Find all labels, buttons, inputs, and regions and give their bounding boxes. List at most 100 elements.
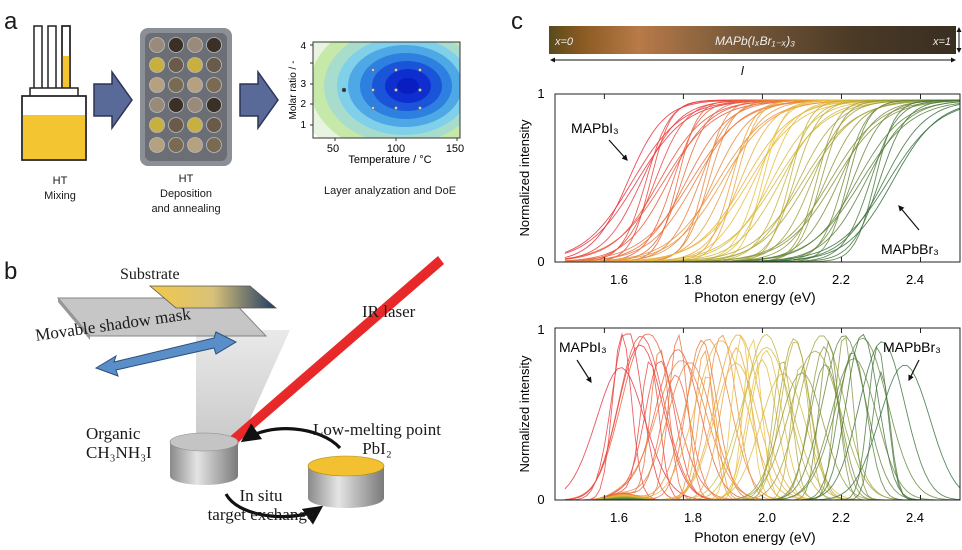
plot2-xtick: 1.8: [684, 510, 702, 525]
step2-line3: and annealing: [151, 203, 221, 215]
contour-xlabel: Temperature / °C: [348, 154, 431, 166]
step3-caption: Layer analyzation and DoE: [323, 185, 457, 197]
gradient-center-label: MAPb(IₓBr₁₋ₓ)₃: [715, 34, 795, 48]
well: [187, 137, 203, 153]
well: [168, 57, 184, 73]
lowmelt-label: Low-melting point PbI₂: [292, 420, 462, 458]
step2-caption: HT Deposition and annealing: [130, 172, 242, 217]
photoluminescence-curve: [564, 376, 960, 500]
plume-cone: [196, 330, 290, 450]
panel-letter-c: c: [511, 8, 523, 35]
photoluminescence-curve: [564, 360, 960, 500]
well: [168, 37, 184, 53]
well: [149, 57, 165, 73]
well: [149, 37, 165, 53]
plot2-xtick: 2.4: [906, 510, 924, 525]
absorption-curve: [564, 99, 960, 262]
well: [187, 97, 203, 113]
exchange-arrow-top: [240, 423, 342, 450]
panel-b-graphics: [56, 256, 444, 525]
contour-ylabel: Molar ratio / -: [288, 61, 299, 120]
photoluminescence-curve: [564, 349, 960, 500]
well-plate-image: [140, 28, 232, 166]
absorption-curve: [564, 99, 960, 260]
organic-line1: Organic: [86, 424, 141, 443]
well: [168, 137, 184, 153]
photoluminescence-curve: [564, 364, 960, 500]
absorption-curve: [564, 99, 960, 262]
contour-ytick: 3: [300, 79, 306, 90]
well: [149, 77, 165, 93]
plot2-frame: [554, 327, 961, 501]
plot2-ytick: 0: [537, 492, 544, 507]
well: [206, 97, 222, 113]
contour-ytick: 2: [300, 99, 306, 110]
contour-plot: 50 100 150 1 2 3 4 Temperature / °C Mola…: [288, 41, 464, 166]
step1-line1: HT: [52, 175, 68, 187]
step2-line1: HT: [178, 173, 194, 185]
plot1-frame: [554, 93, 961, 263]
plot1-xlabel: Photon energy (eV): [694, 289, 815, 305]
well: [187, 37, 203, 53]
well: [206, 117, 222, 133]
photoluminescence-curve: [564, 335, 960, 500]
contour-xtick: 50: [327, 143, 339, 155]
plot1-ytick: 0: [537, 254, 544, 269]
panel-a-graphics: 50 100 150 1 2 3 4 Temperature / °C Mola…: [21, 25, 464, 166]
pbi2-target: [307, 455, 385, 508]
plot1-label-right: MAPbBr₃: [881, 241, 939, 257]
gradient-left-label: x=0: [554, 36, 574, 48]
arrow-right-icon: [93, 69, 133, 131]
plot1-ylabel: Normalized intensity: [517, 119, 532, 237]
plot1-xtick: 2.2: [832, 272, 850, 287]
well: [206, 37, 222, 53]
photoluminescence-curves: [564, 332, 960, 500]
well: [149, 137, 165, 153]
arrow-right-icon: [239, 69, 279, 131]
organic-target: [169, 432, 239, 485]
step2-line2: Deposition: [160, 188, 212, 200]
absorption-curves: [564, 99, 960, 262]
exchange-line2: target exchange: [207, 505, 315, 524]
contour-xtick: 100: [387, 143, 405, 155]
well: [206, 137, 222, 153]
lowmelt-formula: PbI₂: [362, 439, 392, 458]
absorption-curve: [564, 100, 960, 262]
plot2-xtick: 2.0: [758, 510, 776, 525]
substrate-label: Substrate: [120, 266, 180, 283]
well: [149, 117, 165, 133]
contour-ytick: 4: [300, 41, 306, 52]
well: [206, 57, 222, 73]
well: [168, 117, 184, 133]
panel-letter-b: b: [4, 258, 18, 285]
plot2-label-right: MAPbBr₃: [883, 339, 941, 355]
gradient-right-label: x=1: [932, 36, 951, 48]
step1-caption: HT Mixing: [30, 174, 90, 204]
double-arrow-icon: [94, 331, 238, 377]
plot2-xtick: 1.6: [610, 510, 628, 525]
composition-gradient-bar: [549, 26, 956, 54]
plot2-ytick: 1: [537, 322, 544, 337]
well: [187, 77, 203, 93]
photoluminescence-curve: [564, 367, 960, 500]
plot2-xtick: 2.2: [832, 510, 850, 525]
plot2-xlabel: Photon energy (eV): [694, 529, 815, 545]
well: [187, 57, 203, 73]
well: [149, 97, 165, 113]
plot2-ylabel: Normalized intensity: [517, 355, 532, 473]
exchange-arrow-bottom: [224, 493, 324, 525]
panel-letter-a: a: [4, 8, 18, 35]
photoluminescence-curve: [564, 349, 960, 500]
well: [168, 97, 184, 113]
laser-beam: [226, 256, 444, 446]
well: [187, 117, 203, 133]
plot1-xtick: 2.4: [906, 272, 924, 287]
photoluminescence-curve: [564, 344, 960, 500]
photoluminescence-curve: [564, 349, 960, 500]
well: [206, 77, 222, 93]
organic-formula: CH₃NH₃I: [86, 443, 152, 462]
photoluminescence-curve: [564, 374, 960, 500]
plot1-xtick: 2.0: [758, 272, 776, 287]
laser-label: IR laser: [362, 302, 416, 321]
photoluminescence-curve: [564, 350, 960, 500]
